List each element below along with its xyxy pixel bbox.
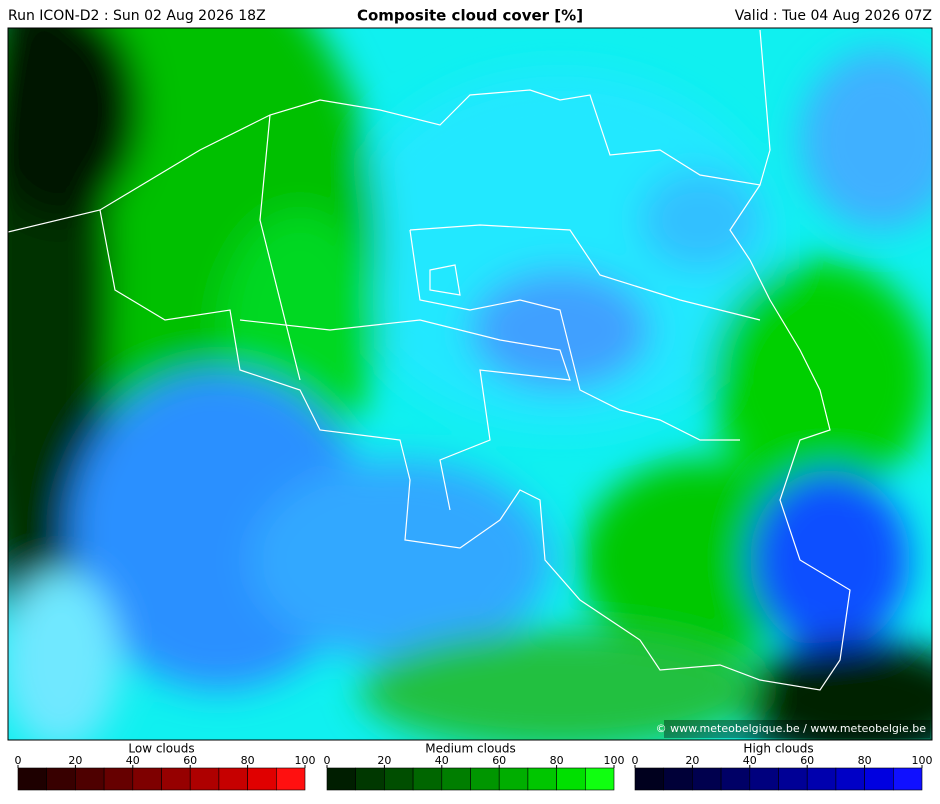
run-label: Run ICON-D2 : Sun 02 Aug 2026 18Z bbox=[8, 8, 266, 24]
legend-label: High clouds bbox=[743, 742, 813, 756]
legend-label: Medium clouds bbox=[425, 742, 516, 756]
legend-tick-label: 0 bbox=[632, 754, 639, 767]
color-swatch bbox=[412, 767, 443, 791]
legend-tick-label: 20 bbox=[377, 754, 391, 767]
color-swatch bbox=[778, 767, 808, 791]
color-swatch bbox=[132, 767, 162, 791]
legend-tick-label: 40 bbox=[743, 754, 757, 767]
color-swatch bbox=[75, 767, 105, 791]
credit: © www.meteobelgique.be / www.meteobelgie… bbox=[656, 722, 927, 735]
cloud-field bbox=[8, 28, 932, 740]
color-swatch bbox=[692, 767, 722, 791]
color-swatch bbox=[103, 767, 134, 791]
legend-tick-label: 100 bbox=[604, 754, 625, 767]
color-swatch bbox=[470, 767, 500, 791]
color-swatch bbox=[498, 767, 529, 791]
credit-box bbox=[664, 720, 930, 738]
legend-tick-label: 40 bbox=[126, 754, 140, 767]
borders bbox=[8, 29, 851, 691]
legend-tick-label: 40 bbox=[435, 754, 449, 767]
map-title: Composite cloud cover [%] bbox=[357, 7, 583, 25]
color-swatch bbox=[864, 767, 894, 791]
legend-tick-label: 0 bbox=[15, 754, 22, 767]
color-swatch bbox=[384, 767, 414, 791]
color-swatch bbox=[441, 767, 471, 791]
color-swatch bbox=[720, 767, 751, 791]
legend-tick-label: 0 bbox=[324, 754, 331, 767]
color-swatch bbox=[17, 767, 48, 791]
color-swatch bbox=[806, 767, 837, 791]
legend-tick-label: 60 bbox=[800, 754, 814, 767]
legend-label: Low clouds bbox=[128, 742, 194, 756]
legend-tick-label: 80 bbox=[550, 754, 564, 767]
color-swatch bbox=[189, 767, 220, 791]
color-swatch bbox=[584, 767, 615, 791]
color-swatch bbox=[247, 767, 277, 791]
color-swatch bbox=[749, 767, 779, 791]
legend-tick-label: 20 bbox=[685, 754, 699, 767]
legend-tick-label: 20 bbox=[68, 754, 82, 767]
legend-tick-label: 100 bbox=[912, 754, 933, 767]
color-swatch bbox=[355, 767, 385, 791]
color-swatch bbox=[892, 767, 923, 791]
valid-label: Valid : Tue 04 Aug 2026 07Z bbox=[735, 8, 932, 24]
legends: Low clouds 0 20 40 60 80 100 Medium clouds 0 20 40… bbox=[15, 742, 933, 791]
color-swatch bbox=[835, 767, 865, 791]
color-swatch bbox=[527, 767, 557, 791]
color-swatch bbox=[556, 767, 586, 791]
legend-tick-label: 80 bbox=[241, 754, 255, 767]
color-swatch bbox=[663, 767, 693, 791]
color-swatch bbox=[326, 767, 357, 791]
legend-tick-label: 100 bbox=[295, 754, 316, 767]
color-swatch bbox=[634, 767, 665, 791]
color-swatch bbox=[161, 767, 191, 791]
legend-tick-label: 60 bbox=[492, 754, 506, 767]
legend-tick-label: 60 bbox=[183, 754, 197, 767]
color-swatch bbox=[218, 767, 248, 791]
legend-tick-label: 80 bbox=[858, 754, 872, 767]
map-frame bbox=[7, 27, 933, 741]
color-swatch bbox=[275, 767, 306, 791]
color-swatch bbox=[46, 767, 76, 791]
